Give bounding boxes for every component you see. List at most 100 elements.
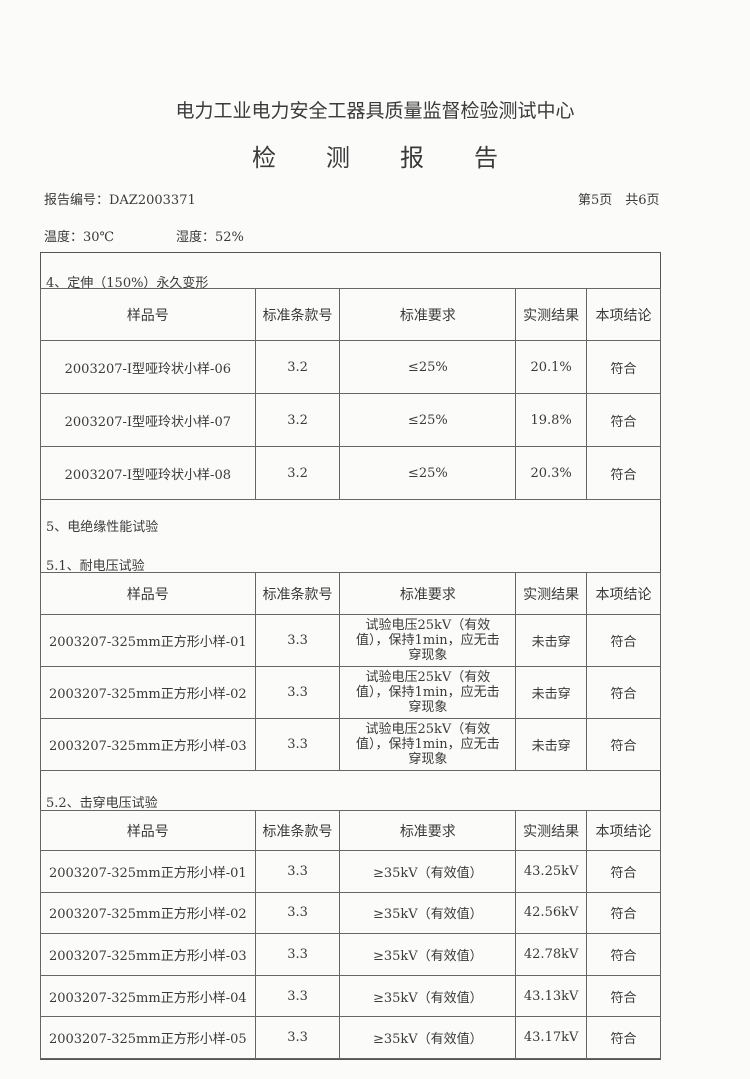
conclusion: 符合 [586, 614, 661, 667]
clause-no: 3.2 [254, 393, 341, 447]
column-header: 标准条款号 [254, 288, 341, 341]
conclusion: 符合 [586, 446, 661, 500]
section5-2-heading: 5.2、击穿电压试验 [46, 796, 158, 811]
requirement: ≤25% [339, 446, 517, 500]
page-info: 第5页 共6页 [578, 193, 660, 208]
sample-id: 2003207-325mm正方形小样-04 [40, 974, 256, 1018]
section4-heading: 4、定伸（150%）永久变形 [46, 276, 209, 291]
requirement: 试验电压25kV（有效值），保持1min，应无击穿现象 [339, 718, 517, 771]
measured-result: 19.8% [515, 393, 588, 447]
measured-result: 未击穿 [515, 614, 588, 667]
column-header: 实测结果 [515, 288, 588, 341]
table-row: 2003207-I型哑玲状小样-06 3.2 ≤25% 20.1% 符合 [40, 340, 661, 394]
clause-no: 3.3 [254, 1016, 341, 1059]
conclusion: 符合 [586, 1016, 661, 1059]
section5-1-heading: 5.1、耐电压试验 [46, 559, 145, 574]
column-header: 标准条款号 [254, 810, 341, 851]
header-row: 样品号 标准条款号 标准要求 实测结果 本项结论 [40, 810, 661, 851]
sample-id: 2003207-325mm正方形小样-03 [40, 933, 256, 976]
conclusion: 符合 [586, 974, 661, 1018]
conclusion: 符合 [586, 393, 661, 447]
measured-result: 43.25kV [515, 850, 588, 893]
conclusion: 符合 [586, 718, 661, 771]
clause-no: 3.3 [254, 933, 341, 976]
clause-no: 3.3 [254, 614, 341, 667]
temperature: 温度：30℃ [44, 230, 115, 245]
section5-1-table: 样品号 标准条款号 标准要求 实测结果 本项结论 2003207-325mm正方形小样-0… [40, 572, 661, 771]
column-header: 样品号 [40, 288, 256, 341]
measured-result: 42.78kV [515, 933, 588, 976]
sample-id: 2003207-I型哑玲状小样-07 [40, 393, 256, 447]
table-row: 2003207-325mm正方形小样-04 3.3 ≥35kV（有效值） 43.13k… [40, 974, 661, 1018]
requirement: 试验电压25kV（有效值），保持1min，应无击穿现象 [339, 614, 517, 667]
sample-id: 2003207-325mm正方形小样-02 [40, 891, 256, 935]
title-char: 检 [252, 144, 276, 172]
column-header: 本项结论 [586, 810, 661, 851]
column-header: 实测结果 [515, 810, 588, 851]
table-row: 2003207-325mm正方形小样-03 3.3 试验电压25kV（有效值），保持… [40, 718, 661, 771]
table-row: 2003207-I型哑玲状小样-07 3.2 ≤25% 19.8% 符合 [40, 393, 661, 447]
section5-heading: 5、电绝缘性能试验 [46, 520, 159, 535]
column-header: 实测结果 [515, 572, 588, 615]
column-header: 标准条款号 [254, 572, 341, 615]
sample-id: 2003207-325mm正方形小样-03 [40, 718, 256, 771]
table-row: 2003207-325mm正方形小样-01 3.3 试验电压25kV（有效值），保持… [40, 614, 661, 667]
report-number: 报告编号：DAZ2003371 [44, 193, 196, 208]
clause-no: 3.3 [254, 718, 341, 771]
column-header: 标准要求 [339, 572, 517, 615]
requirement: 试验电压25kV（有效值），保持1min，应无击穿现象 [339, 666, 517, 719]
sample-id: 2003207-325mm正方形小样-05 [40, 1016, 256, 1059]
table-row: 2003207-I型哑玲状小样-08 3.2 ≤25% 20.3% 符合 [40, 446, 661, 500]
table-row: 2003207-325mm正方形小样-05 3.3 ≥35kV（有效值） 43.17k… [40, 1016, 661, 1059]
conclusion: 符合 [586, 340, 661, 394]
clause-no: 3.2 [254, 340, 341, 394]
organization-name: 电力工业电力安全工器具质量监督检验测试中心 [175, 100, 575, 122]
conclusion: 符合 [586, 933, 661, 976]
column-header: 本项结论 [586, 572, 661, 615]
measured-result: 20.1% [515, 340, 588, 394]
section4-table: 样品号 标准条款号 标准要求 实测结果 本项结论 2003207-I型哑玲状小样-06 3.… [40, 288, 661, 500]
measured-result: 43.13kV [515, 974, 588, 1018]
requirement: ≥35kV（有效值） [339, 891, 517, 935]
column-header: 本项结论 [586, 288, 661, 341]
clause-no: 3.2 [254, 446, 341, 500]
sample-id: 2003207-325mm正方形小样-01 [40, 614, 256, 667]
conclusion: 符合 [586, 666, 661, 719]
measured-result: 43.17kV [515, 1016, 588, 1059]
requirement: ≥35kV（有效值） [339, 850, 517, 893]
measured-result: 20.3% [515, 446, 588, 500]
requirement: ≥35kV（有效值） [339, 974, 517, 1018]
table-row: 2003207-325mm正方形小样-03 3.3 ≥35kV（有效值） 42.78k… [40, 933, 661, 976]
section5-2-table: 样品号 标准条款号 标准要求 实测结果 本项结论 2003207-325mm正方形小样-0… [40, 810, 661, 1059]
requirement: ≥35kV（有效值） [339, 1016, 517, 1059]
measured-result: 42.56kV [515, 891, 588, 935]
sample-id: 2003207-I型哑玲状小样-06 [40, 340, 256, 394]
clause-no: 3.3 [254, 850, 341, 893]
clause-no: 3.3 [254, 891, 341, 935]
table-row: 2003207-325mm正方形小样-02 3.3 ≥35kV（有效值） 42.56k… [40, 891, 661, 935]
humidity: 湿度：52% [176, 230, 244, 245]
title-char: 报 [400, 144, 424, 172]
column-header: 样品号 [40, 810, 256, 851]
column-header: 标准要求 [339, 810, 517, 851]
header-row: 样品号 标准条款号 标准要求 实测结果 本项结论 [40, 572, 661, 615]
conclusion: 符合 [586, 891, 661, 935]
sample-id: 2003207-325mm正方形小样-01 [40, 850, 256, 893]
measured-result: 未击穿 [515, 666, 588, 719]
header-row: 样品号 标准条款号 标准要求 实测结果 本项结论 [40, 288, 661, 341]
clause-no: 3.3 [254, 666, 341, 719]
conclusion: 符合 [586, 850, 661, 893]
requirement: ≤25% [339, 340, 517, 394]
clause-no: 3.3 [254, 974, 341, 1018]
column-header: 样品号 [40, 572, 256, 615]
requirement: ≥35kV（有效值） [339, 933, 517, 976]
column-header: 标准要求 [339, 288, 517, 341]
sample-id: 2003207-I型哑玲状小样-08 [40, 446, 256, 500]
title-char: 告 [474, 144, 498, 172]
table-row: 2003207-325mm正方形小样-02 3.3 试验电压25kV（有效值），保持… [40, 666, 661, 719]
requirement: ≤25% [339, 393, 517, 447]
report-title: 检测报告 [0, 138, 750, 173]
sample-id: 2003207-325mm正方形小样-02 [40, 666, 256, 719]
table-row: 2003207-325mm正方形小样-01 3.3 ≥35kV（有效值） 43.25k… [40, 850, 661, 893]
